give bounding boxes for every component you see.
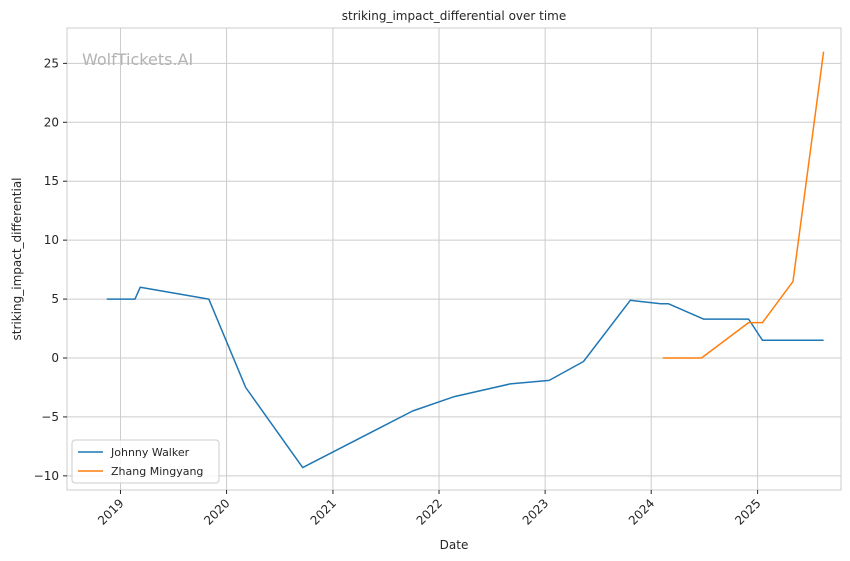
y-tick-label: −10 <box>34 469 59 483</box>
x-axis-title: Date <box>440 538 469 552</box>
series-line-johnny-walker <box>106 286 824 469</box>
legend: Johnny Walker Zhang Mingyang <box>71 439 220 484</box>
y-tick-label: −5 <box>41 410 59 424</box>
series-line-zhang-mingyang <box>662 51 825 359</box>
y-axis-title: striking_impact_differential <box>10 177 24 340</box>
x-tick-label: 2020 <box>201 496 232 527</box>
x-tick-label: 2023 <box>520 496 551 527</box>
series-lines <box>106 51 825 469</box>
grid <box>67 28 841 490</box>
y-tick-label: 15 <box>44 174 59 188</box>
y-tick-label: 25 <box>44 56 59 70</box>
y-tick-label: 20 <box>44 115 59 129</box>
x-tick-label: 2021 <box>308 496 339 527</box>
y-tick-label: 10 <box>44 233 59 247</box>
y-tick-label: 0 <box>51 351 59 365</box>
x-tick-label: 2024 <box>626 496 657 527</box>
y-tick-label: 5 <box>51 292 59 306</box>
legend-box <box>71 439 220 484</box>
y-axis-ticks: −10 −5 0 5 10 15 20 25 <box>34 56 67 483</box>
x-tick-label: 2022 <box>414 496 445 527</box>
x-tick-label: 2019 <box>95 496 126 527</box>
plot-area <box>66 27 842 491</box>
x-axis-ticks: 2019 2020 2021 2022 2023 2024 2025 <box>95 490 764 528</box>
watermark: WolfTickets.AI <box>82 50 193 69</box>
x-tick-label: 2025 <box>732 496 763 527</box>
legend-label-johnny-walker: Johnny Walker <box>110 446 190 459</box>
chart-title: striking_impact_differential over time <box>342 9 567 23</box>
legend-label-zhang-mingyang: Zhang Mingyang <box>111 465 203 478</box>
